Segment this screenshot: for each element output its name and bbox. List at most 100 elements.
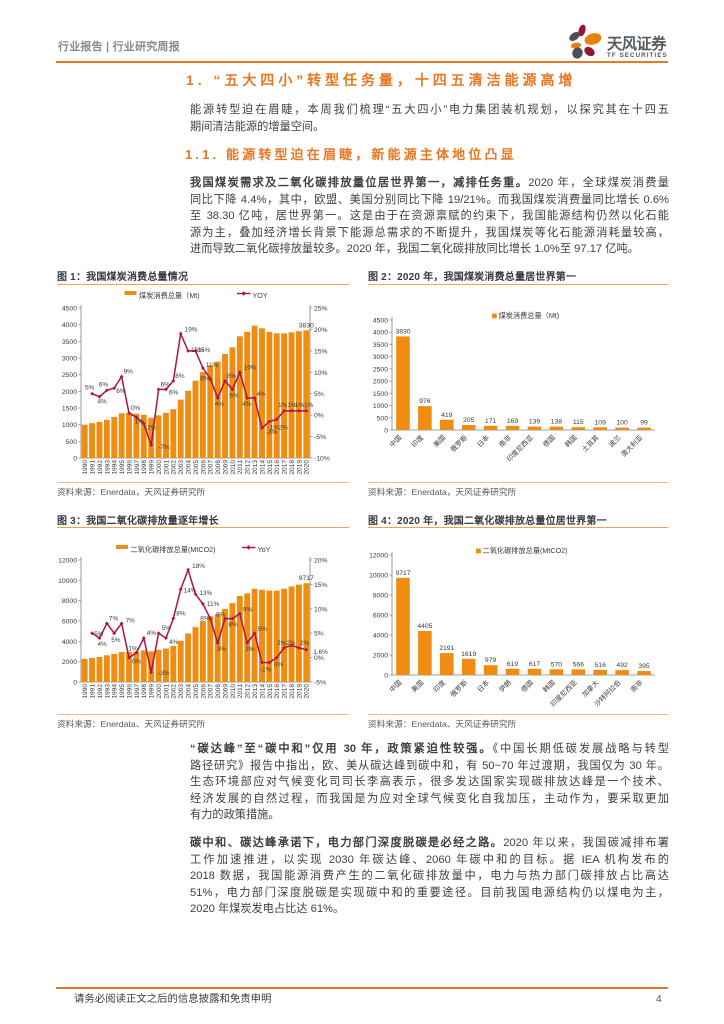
svg-text:5%: 5% [85,385,95,392]
svg-text:4500: 4500 [373,318,388,325]
svg-text:2016: 2016 [274,460,281,475]
svg-text:2009: 2009 [222,460,229,475]
svg-text:0%: 0% [274,662,284,669]
svg-text:11%: 11% [207,601,220,608]
svg-text:1000: 1000 [62,422,77,429]
svg-text:0%: 0% [131,405,141,412]
svg-text:138: 138 [551,419,563,426]
svg-text:TF SECURITIES: TF SECURITIES [607,52,668,59]
svg-text:619: 619 [507,661,519,668]
svg-text:2010: 2010 [230,460,237,475]
svg-text:3500: 3500 [62,339,77,346]
svg-text:波兰: 波兰 [607,433,623,449]
svg-text:2019: 2019 [296,684,303,699]
svg-text:8%: 8% [228,622,238,629]
svg-text:2000: 2000 [373,653,388,660]
svg-text:韩国: 韩国 [541,678,557,694]
svg-text:1%: 1% [128,646,138,653]
svg-text:99: 99 [640,420,648,427]
svg-text:979: 979 [485,657,497,664]
svg-text:10000: 10000 [369,573,388,580]
svg-text:9%: 9% [124,369,134,376]
svg-text:4%: 4% [98,641,108,648]
svg-text:中国: 中国 [387,678,403,694]
svg-text:8%: 8% [200,616,210,623]
svg-text:2000: 2000 [373,379,388,386]
svg-text:4%: 4% [215,401,225,408]
svg-text:2007: 2007 [208,684,215,699]
svg-text:566: 566 [573,661,585,668]
svg-text:2013: 2013 [252,460,259,475]
svg-text:-3%: -3% [158,670,170,677]
svg-text:2020: 2020 [304,684,311,699]
svg-text:4405: 4405 [417,623,432,630]
svg-text:2012: 2012 [245,460,252,475]
svg-text:3830: 3830 [299,322,314,329]
svg-text:-1%: -1% [260,667,272,674]
svg-text:1994: 1994 [112,684,119,699]
svg-text:澳大利亚: 澳大利亚 [619,433,645,459]
svg-text:俄罗斯: 俄罗斯 [448,678,469,699]
svg-text:9717: 9717 [395,570,410,577]
svg-text:2000: 2000 [62,659,77,666]
svg-text:2001: 2001 [163,460,170,475]
svg-text:1996: 1996 [126,684,133,699]
svg-text:6%: 6% [229,392,239,399]
svg-text:8000: 8000 [373,593,388,600]
svg-text:4%: 4% [242,401,252,408]
svg-text:0%: 0% [132,659,142,666]
svg-text:8%: 8% [227,373,237,380]
svg-text:2018: 2018 [289,684,296,699]
svg-text:8%: 8% [176,611,186,618]
svg-text:俄罗斯: 俄罗斯 [448,433,469,454]
svg-text:1990: 1990 [82,684,89,699]
svg-text:20%: 20% [314,327,328,334]
svg-text:4000: 4000 [373,633,388,640]
svg-text:2000: 2000 [156,460,163,475]
svg-text:1%1%: 1%1% [295,402,314,409]
svg-text:2000: 2000 [156,684,163,699]
svg-text:4%: 4% [98,399,108,406]
svg-text:4000: 4000 [62,322,77,329]
svg-text:-5%: -5% [314,434,326,441]
svg-text:115: 115 [573,419,584,426]
svg-text:1.6%: 1.6% [313,649,328,656]
svg-text:-2%: -2% [145,425,157,432]
svg-text:10%: 10% [314,606,328,613]
svg-text:日本: 日本 [475,678,491,694]
svg-text:516: 516 [595,662,607,669]
svg-text:6%: 6% [99,381,109,388]
svg-text:-1%2%: -1%2% [267,425,288,432]
svg-text:419: 419 [441,412,453,419]
svg-text:0: 0 [73,456,77,463]
svg-text:2%2%: 2%2% [277,640,296,647]
svg-text:1994: 1994 [112,460,119,475]
svg-text:500: 500 [377,415,389,422]
svg-text:15%: 15% [314,348,328,355]
svg-text:2018: 2018 [289,460,296,475]
svg-text:15%: 15% [198,347,211,354]
svg-text:5%: 5% [111,637,121,644]
svg-text:加拿大: 加拿大 [580,678,601,699]
svg-text:南非: 南非 [628,678,644,694]
svg-text:395: 395 [638,663,650,670]
svg-text:1995: 1995 [119,460,126,475]
svg-text:-5%: -5% [314,680,326,687]
svg-text:1%: 1% [135,419,145,426]
svg-text:5%: 5% [258,626,268,633]
svg-text:1991: 1991 [90,684,97,699]
svg-text:1992: 1992 [97,460,104,475]
svg-text:9%: 9% [243,607,253,614]
svg-text:12000: 12000 [369,553,388,560]
svg-text:13%: 13% [200,590,213,597]
svg-text:2003: 2003 [178,684,185,699]
svg-text:2019: 2019 [296,460,303,475]
svg-text:1619: 1619 [461,651,476,658]
svg-text:3830: 3830 [395,328,410,335]
svg-text:印度: 印度 [409,433,425,449]
svg-text:2%: 2% [300,640,310,647]
svg-text:1000: 1000 [373,403,388,410]
svg-text:139: 139 [529,419,541,426]
svg-text:11%: 11% [206,362,219,369]
svg-text:3%: 3% [245,646,255,653]
